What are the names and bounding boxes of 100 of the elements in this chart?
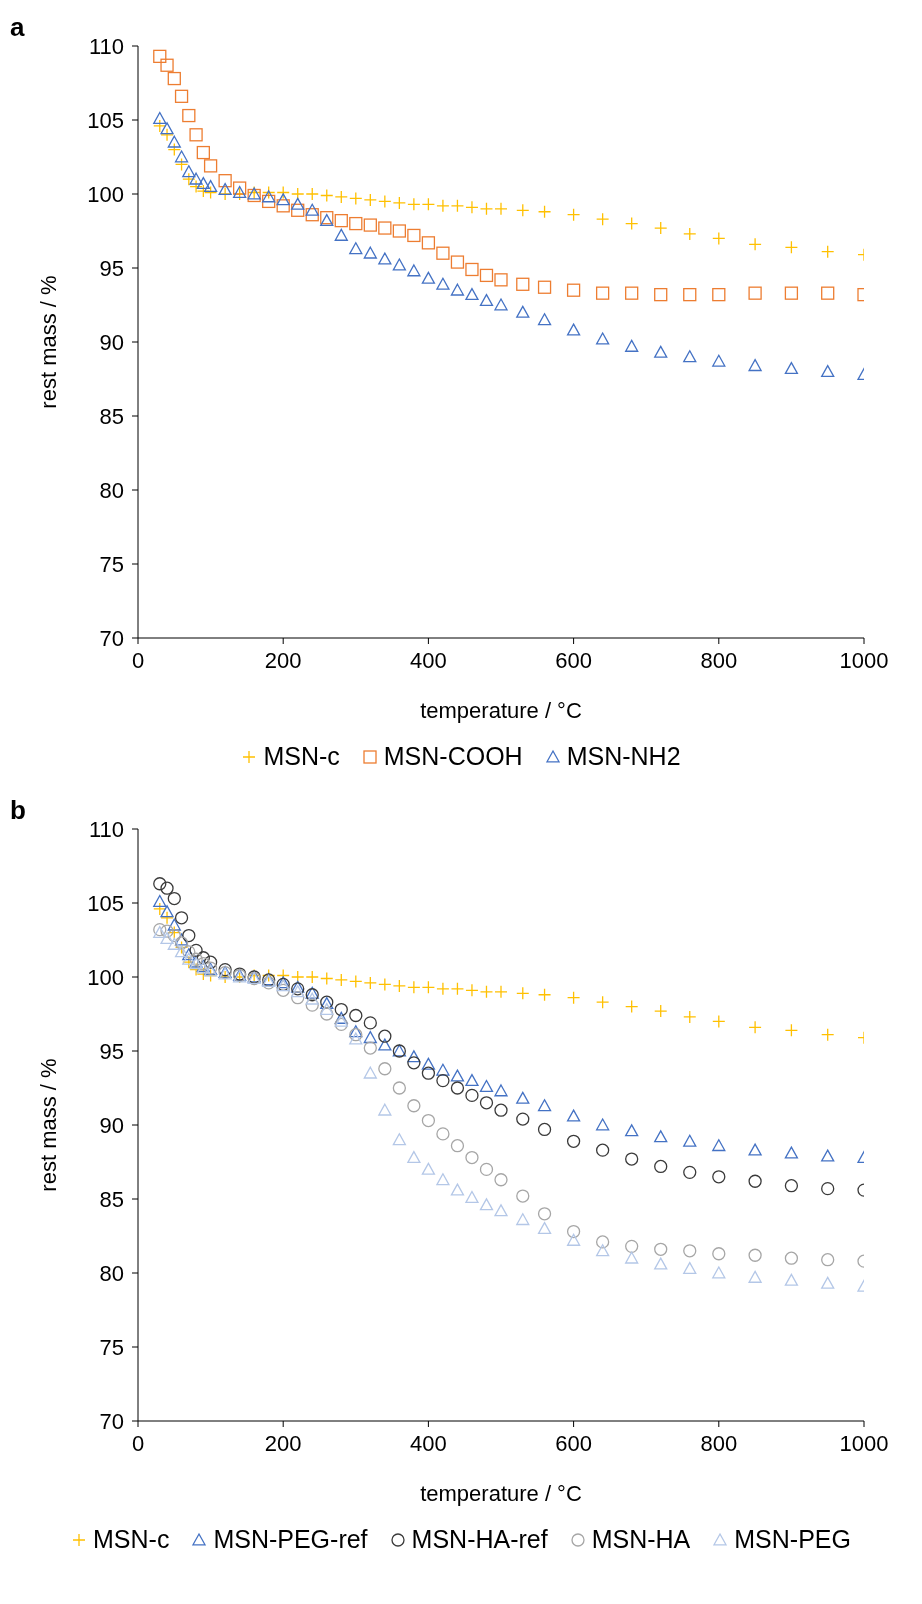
point xyxy=(421,980,436,995)
point xyxy=(566,323,581,336)
point xyxy=(516,305,530,318)
point xyxy=(291,991,305,1005)
point xyxy=(450,1183,465,1196)
point xyxy=(421,197,436,212)
point xyxy=(174,911,189,925)
point xyxy=(436,199,450,213)
y-tick-label: 85 xyxy=(99,403,124,429)
point xyxy=(494,1173,508,1187)
point xyxy=(334,1002,348,1017)
point xyxy=(378,1103,392,1116)
point xyxy=(320,1007,334,1021)
point xyxy=(595,1143,610,1157)
point xyxy=(566,1233,581,1246)
point xyxy=(654,287,668,302)
y-tick-label: 100 xyxy=(87,964,124,990)
point xyxy=(305,992,319,1005)
point xyxy=(595,1244,610,1257)
point xyxy=(537,1207,552,1221)
point xyxy=(291,197,305,210)
point xyxy=(654,221,668,235)
point xyxy=(160,122,174,135)
point xyxy=(167,937,181,950)
point xyxy=(182,952,196,965)
point xyxy=(450,199,465,213)
point xyxy=(537,1221,552,1235)
point xyxy=(465,1073,479,1087)
point xyxy=(566,208,581,222)
point xyxy=(276,193,290,206)
point xyxy=(516,1213,530,1226)
point xyxy=(712,1170,726,1184)
point xyxy=(203,159,218,173)
y-tick-label: 100 xyxy=(87,181,124,207)
point xyxy=(537,280,552,294)
point xyxy=(479,985,494,999)
point xyxy=(683,1244,697,1258)
point xyxy=(494,298,508,311)
point xyxy=(407,228,421,243)
point xyxy=(363,976,377,990)
point xyxy=(595,332,610,345)
point xyxy=(218,182,232,196)
point xyxy=(174,150,189,163)
point xyxy=(748,359,762,372)
chart-title: b xyxy=(10,795,26,826)
point xyxy=(182,108,196,123)
point xyxy=(436,277,450,290)
point xyxy=(407,264,421,277)
point xyxy=(363,246,377,259)
point xyxy=(421,1057,436,1070)
y-tick-label: 75 xyxy=(99,551,124,577)
point xyxy=(276,983,290,997)
point xyxy=(153,111,167,124)
point xyxy=(305,203,319,216)
point xyxy=(821,1253,835,1267)
y-tick-label: 95 xyxy=(99,1038,124,1064)
point xyxy=(421,1162,436,1175)
point xyxy=(465,983,479,997)
x-tick-label: 600 xyxy=(555,647,592,673)
point xyxy=(516,1112,530,1126)
x-tick-label: 800 xyxy=(700,647,738,673)
point xyxy=(421,271,436,284)
x-axis-title: temperature / °C xyxy=(420,1481,582,1506)
point xyxy=(683,1165,697,1180)
point xyxy=(784,240,799,254)
point xyxy=(821,1181,835,1196)
point xyxy=(349,1032,363,1045)
point xyxy=(479,268,494,283)
point xyxy=(167,891,181,906)
point xyxy=(465,1190,479,1203)
point xyxy=(625,216,639,231)
point xyxy=(654,1242,668,1256)
point xyxy=(392,1081,407,1095)
point xyxy=(421,236,436,250)
y-tick-label: 85 xyxy=(99,1186,124,1212)
legend-label: MSN-PEG-ref xyxy=(213,1525,368,1554)
point xyxy=(378,252,392,265)
point xyxy=(654,345,668,358)
point xyxy=(262,185,276,200)
point xyxy=(494,1084,508,1097)
point xyxy=(784,1023,799,1037)
point xyxy=(232,181,247,195)
point xyxy=(595,286,610,300)
point xyxy=(182,165,196,178)
point xyxy=(821,364,835,378)
point xyxy=(494,1103,508,1117)
point xyxy=(334,213,348,228)
legend-label: MSN-c xyxy=(93,1525,170,1554)
point xyxy=(291,203,305,217)
point xyxy=(683,350,697,363)
point xyxy=(392,1133,407,1146)
y-tick-label: 95 xyxy=(99,255,124,281)
point xyxy=(450,982,465,996)
point xyxy=(407,1050,421,1063)
point xyxy=(625,286,639,300)
point xyxy=(363,1066,377,1079)
y-axis-title: rest mass / % xyxy=(35,1058,61,1192)
x-tick-label: 400 xyxy=(410,647,447,673)
point xyxy=(436,246,450,260)
point xyxy=(349,242,363,255)
